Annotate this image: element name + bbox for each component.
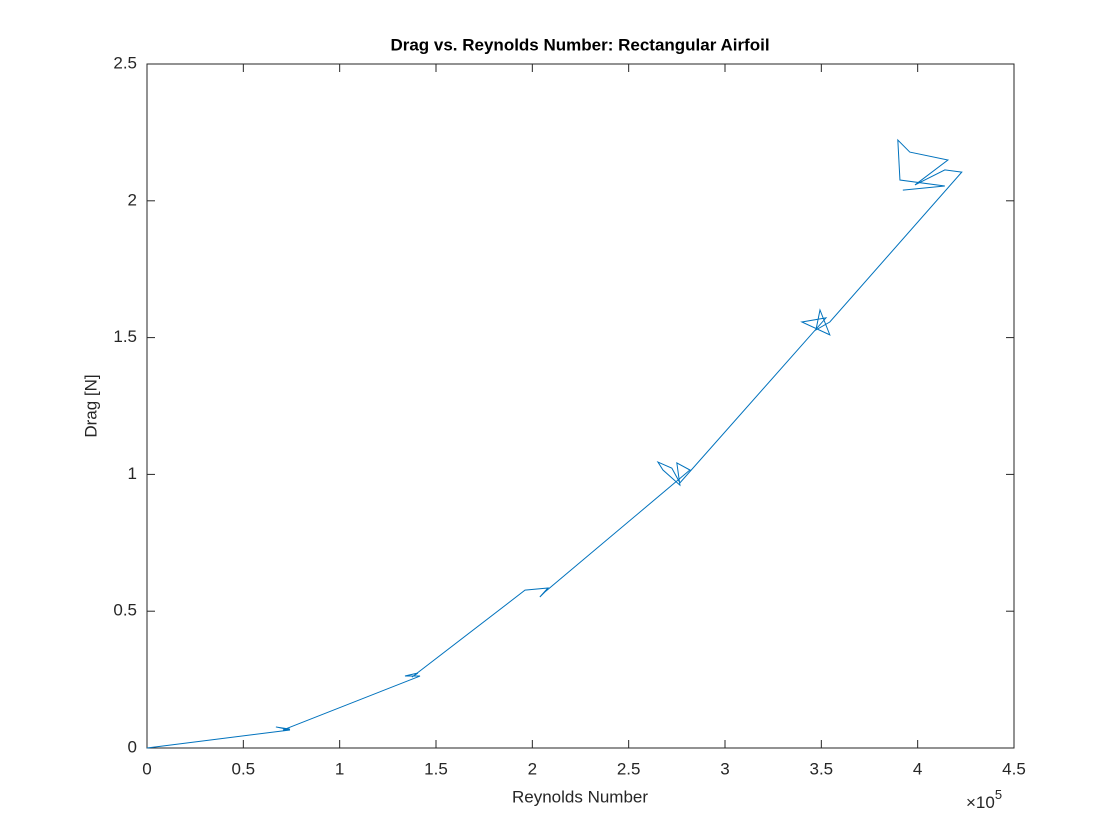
y-axis-label: Drag [N] (81, 374, 100, 437)
y-tick-label: 0 (128, 737, 137, 756)
x-tick-label: 1 (335, 759, 344, 778)
data-line (146, 138, 963, 749)
x-multiplier-base: ×10 (966, 793, 995, 812)
y-tick-label: 1 (128, 464, 137, 483)
chart-title: Drag vs. Reynolds Number: Rectangular Ai… (390, 35, 769, 54)
y-tick-label: 2 (128, 190, 137, 209)
x-tick-label: 2 (528, 759, 537, 778)
y-tick-label: 1.5 (113, 327, 137, 346)
x-axis-label: Reynolds Number (512, 787, 648, 806)
x-tick-label: 0.5 (232, 759, 256, 778)
x-multiplier-exponent: 5 (995, 787, 1002, 802)
x-tick-label: 3.5 (810, 759, 834, 778)
x-tick-label: 4 (913, 759, 922, 778)
y-tick-label: 0.5 (113, 601, 137, 620)
axes-box (146, 63, 1015, 749)
x-tick-label: 4.5 (1002, 759, 1026, 778)
x-multiplier: ×105 (966, 787, 1002, 812)
x-tick-label: 2.5 (617, 759, 641, 778)
x-tick-label: 0 (142, 759, 151, 778)
x-tick-label: 3 (720, 759, 729, 778)
x-tick-label: 1.5 (424, 759, 448, 778)
y-tick-label: 2.5 (113, 53, 137, 72)
